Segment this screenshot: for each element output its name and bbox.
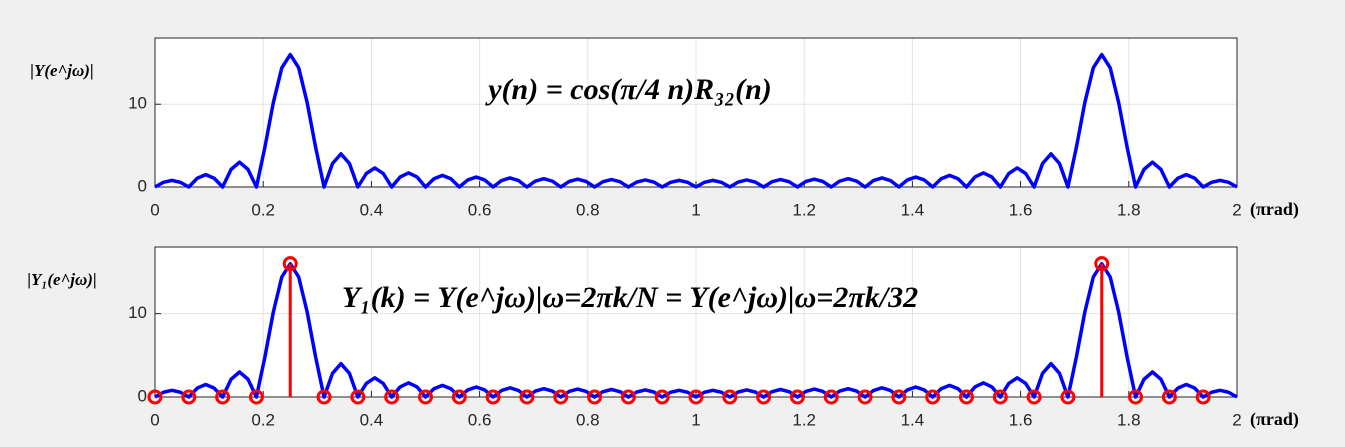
stem-marker xyxy=(587,389,603,405)
stem-marker xyxy=(1128,389,1144,405)
y-tick-label: 0 xyxy=(138,386,147,405)
annotation: Y₁(k) = Y(e^jω)|ω=2πk/N = Y(e^jω)|ω=2πk/… xyxy=(342,281,918,314)
x-tick-label: 1.8 xyxy=(1117,410,1141,429)
x-tick-label: 0.6 xyxy=(468,410,492,429)
y-tick-label: 10 xyxy=(128,303,147,322)
stem-marker xyxy=(350,389,366,405)
x-tick-label: 0.4 xyxy=(360,410,384,429)
line-series xyxy=(154,52,1238,189)
x-tick-label: 1.6 xyxy=(1009,410,1033,429)
stem-marker xyxy=(147,389,163,405)
x-unit-label: (πrad) xyxy=(1250,199,1299,220)
stem-marker xyxy=(789,389,805,405)
stem-marker xyxy=(485,389,501,405)
y-tick-label: 0 xyxy=(138,176,147,195)
x-tick-label: 1.8 xyxy=(1117,200,1141,219)
stem-marker xyxy=(654,389,670,405)
y-axis-label: |Y(e^jω)| xyxy=(30,61,93,80)
stem-marker xyxy=(925,389,941,405)
y-axis-label: |Y₁(e^jω)| xyxy=(27,270,96,289)
y-tick-label: 10 xyxy=(128,94,147,113)
stem-marker xyxy=(823,389,839,405)
annotation: y(n) = cos(π/4 n)R₃₂(n) xyxy=(485,73,772,106)
x-tick-label: 2 xyxy=(1232,410,1241,429)
x-tick-label: 0.8 xyxy=(576,410,600,429)
stem-marker xyxy=(620,389,636,405)
stem-marker xyxy=(519,389,535,405)
stem-marker xyxy=(316,389,332,405)
x-tick-label: 0.6 xyxy=(468,200,492,219)
stem-marker xyxy=(756,389,772,405)
stem-marker xyxy=(1060,389,1076,405)
stem-marker xyxy=(1094,256,1110,272)
stem-marker xyxy=(722,389,738,405)
stem-marker xyxy=(181,389,197,405)
x-tick-label: 2 xyxy=(1232,200,1241,219)
stem-marker xyxy=(282,256,298,272)
stem-marker xyxy=(857,389,873,405)
stem-marker xyxy=(688,389,704,405)
x-tick-label: 1.6 xyxy=(1009,200,1033,219)
x-unit-label: (πrad) xyxy=(1250,409,1299,430)
stem-marker xyxy=(384,389,400,405)
stem-marker xyxy=(451,389,467,405)
stem-marker xyxy=(248,389,264,405)
x-tick-label: 0.4 xyxy=(360,200,384,219)
stem-marker xyxy=(959,389,974,405)
x-tick-label: 0.8 xyxy=(576,200,600,219)
line-series xyxy=(154,261,1238,399)
stem-marker xyxy=(215,389,231,405)
stem-marker xyxy=(1195,389,1211,405)
x-tick-label: 0.2 xyxy=(251,200,275,219)
x-tick-label: 1.4 xyxy=(901,410,925,429)
stem-marker xyxy=(891,389,907,405)
x-tick-label: 1.2 xyxy=(792,200,816,219)
x-tick-label: 1.4 xyxy=(901,200,925,219)
x-tick-label: 0 xyxy=(150,200,159,219)
stem-marker xyxy=(1161,389,1177,405)
x-tick-label: 0.2 xyxy=(251,410,275,429)
stem-marker xyxy=(1026,389,1042,405)
x-tick-label: 0 xyxy=(150,410,159,429)
x-tick-label: 1.2 xyxy=(792,410,816,429)
x-tick-label: 1 xyxy=(691,200,700,219)
stem-marker xyxy=(992,389,1008,405)
stem-marker xyxy=(553,389,569,405)
x-tick-label: 1 xyxy=(691,410,700,429)
stem-marker xyxy=(418,389,433,405)
